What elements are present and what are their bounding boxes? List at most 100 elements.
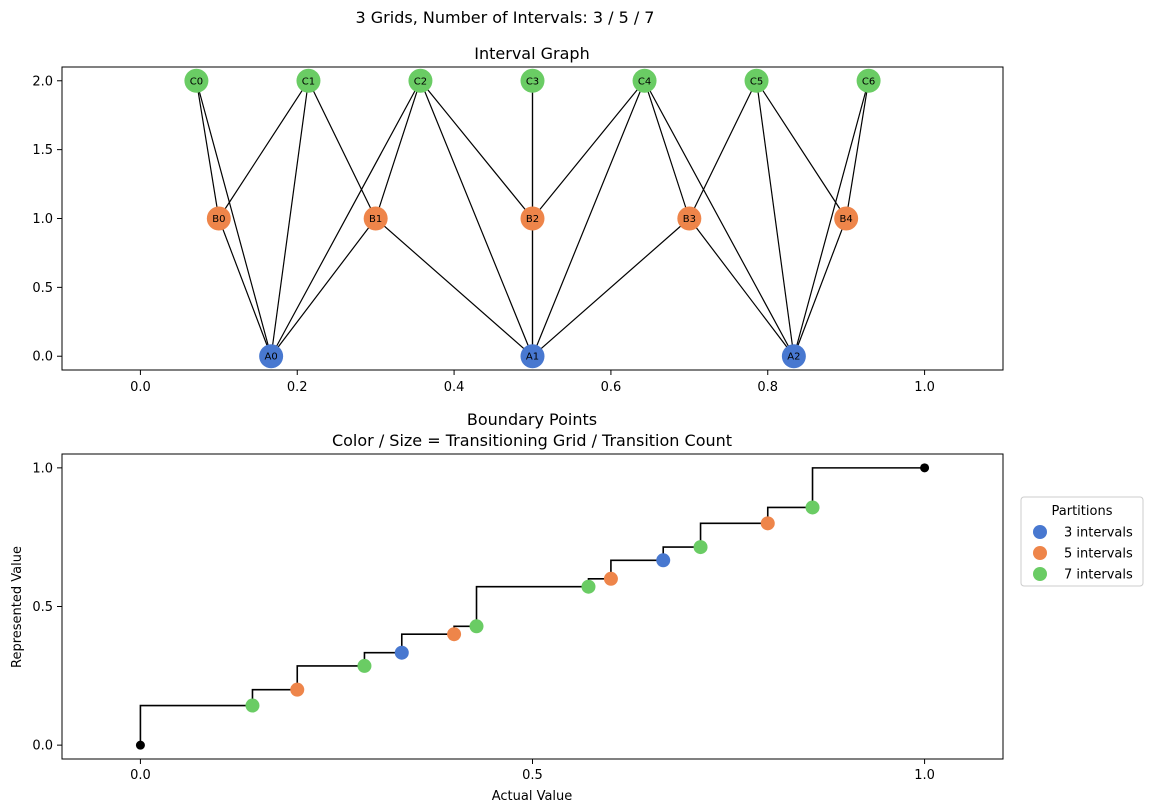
boundary-point-grid7 xyxy=(469,619,484,634)
boundary-point-grid7 xyxy=(245,698,260,713)
x-tick-label: 0.4 xyxy=(444,380,465,395)
node-B2 xyxy=(520,206,545,231)
node-label-B4: B4 xyxy=(840,214,853,225)
interval-graph-nodes: A0 A1 A2 B0 B1 B2 B3 B4 C0 C1 C2 C3 C4 C5 C6 xyxy=(184,68,881,369)
edge-B1-A1 xyxy=(375,218,533,357)
interval-graph-chart: Interval Graph A0 A1 A2 B0 B1 B2 B3 B4 C0 C1 C2 C3 C… xyxy=(32,44,1004,395)
y-tick-label: 0.5 xyxy=(32,281,53,296)
edge-C2-A1 xyxy=(419,80,534,357)
node-C4 xyxy=(632,68,657,93)
boundary-points-x-ticks: 0.0 0.5 1.0 xyxy=(130,759,935,783)
node-label-C5: C5 xyxy=(750,76,763,87)
step-line xyxy=(139,467,925,746)
edge-C4-A1 xyxy=(531,80,646,357)
x-tick-label: 0.8 xyxy=(757,380,778,395)
node-A1 xyxy=(520,344,545,369)
legend-title: Partitions xyxy=(1052,504,1113,519)
node-label-C3: C3 xyxy=(526,76,539,87)
y-axis-label: Represented Value xyxy=(10,546,25,668)
interval-graph-edges xyxy=(195,80,870,357)
boundary-points-y-ticks: 0.0 0.5 1.0 xyxy=(32,461,62,754)
node-C1 xyxy=(296,68,321,93)
y-tick-label: 1.5 xyxy=(32,143,53,158)
x-tick-label: 0.5 xyxy=(522,768,543,783)
x-tick-label: 0.2 xyxy=(287,380,308,395)
boundary-points-title: Boundary Points xyxy=(467,410,597,429)
x-tick-label: 0.6 xyxy=(601,380,622,395)
figure-title: 3 Grids, Number of Intervals: 3 / 5 / 7 xyxy=(356,8,655,27)
legend: Partitions 3 intervals 5 intervals 7 inter… xyxy=(1020,496,1144,587)
boundary-points-subtitle: Color / Size = Transitioning Grid / Tran… xyxy=(332,431,732,450)
node-B0 xyxy=(206,206,231,231)
boundary-point-grid7 xyxy=(581,579,596,594)
edge-C1-A0 xyxy=(270,80,310,357)
node-label-B3: B3 xyxy=(683,214,696,225)
legend-label: 5 intervals xyxy=(1064,547,1133,562)
step-function xyxy=(139,467,925,746)
node-A2 xyxy=(781,344,806,369)
boundary-point-grid5 xyxy=(290,682,305,697)
boundary-points-frame xyxy=(61,453,1004,760)
node-label-A0: A0 xyxy=(265,352,278,363)
endpoint-marker xyxy=(920,463,930,473)
node-C2 xyxy=(408,68,433,93)
endpoint-marker xyxy=(135,740,145,750)
edge-C0-B0 xyxy=(195,80,220,219)
edge-C0-A0 xyxy=(195,80,272,357)
x-tick-label: 1.0 xyxy=(914,380,935,395)
node-label-A1: A1 xyxy=(526,352,539,363)
edge-C2-B1 xyxy=(375,80,422,219)
legend-marker-grid3 xyxy=(1033,525,1047,539)
boundary-point-grid3 xyxy=(394,645,409,660)
edge-C5-A2 xyxy=(755,80,795,357)
legend-box xyxy=(1020,496,1144,587)
y-tick-label: 0.0 xyxy=(32,739,53,754)
edge-B1-A0 xyxy=(270,218,377,357)
edge-C4-B3 xyxy=(643,80,690,219)
node-C6 xyxy=(856,68,881,93)
boundary-point-grid5 xyxy=(760,516,775,531)
boundary-point-grid7 xyxy=(805,500,820,515)
node-label-B2: B2 xyxy=(526,214,539,225)
y-tick-label: 1.0 xyxy=(32,461,53,476)
x-axis-label: Actual Value xyxy=(492,789,573,804)
edge-C2-B2 xyxy=(419,80,533,219)
edge-B4-A2 xyxy=(793,218,847,357)
boundary-point-grid5 xyxy=(447,627,462,642)
node-label-C0: C0 xyxy=(190,76,203,87)
node-A0 xyxy=(259,344,284,369)
legend-marker-grid7 xyxy=(1033,567,1047,581)
x-tick-label: 1.0 xyxy=(914,768,935,783)
edge-B3-A2 xyxy=(688,218,795,357)
node-label-C2: C2 xyxy=(414,76,427,87)
edge-C6-B4 xyxy=(845,80,870,219)
interval-graph-y-ticks: 0.0 0.5 1.0 1.5 2.0 xyxy=(32,74,62,365)
node-label-B1: B1 xyxy=(369,214,382,225)
legend-label: 3 intervals xyxy=(1064,526,1133,541)
edge-C2-A0 xyxy=(270,80,421,357)
y-tick-label: 2.0 xyxy=(32,74,53,89)
boundary-point-grid3 xyxy=(656,553,671,568)
node-label-B0: B0 xyxy=(212,214,225,225)
edge-C6-A2 xyxy=(793,80,870,357)
node-C5 xyxy=(744,68,769,93)
boundary-point-grid7 xyxy=(357,658,372,673)
y-tick-label: 0.0 xyxy=(32,350,53,365)
node-C3 xyxy=(520,68,545,93)
y-tick-label: 1.0 xyxy=(32,212,53,227)
edge-C1-B1 xyxy=(307,80,377,219)
node-C0 xyxy=(184,68,209,93)
edge-C5-B3 xyxy=(688,80,758,219)
boundary-points xyxy=(135,463,930,750)
node-label-C1: C1 xyxy=(302,76,315,87)
node-label-A2: A2 xyxy=(787,352,800,363)
legend-entries: 3 intervals 5 intervals 7 intervals xyxy=(1033,525,1133,583)
node-B4 xyxy=(834,206,859,231)
edge-C1-B0 xyxy=(218,80,309,219)
edge-C5-B4 xyxy=(756,80,847,219)
node-B3 xyxy=(677,206,702,231)
x-tick-label: 0.0 xyxy=(130,768,151,783)
interval-graph-title: Interval Graph xyxy=(474,44,589,63)
node-label-C4: C4 xyxy=(638,76,651,87)
